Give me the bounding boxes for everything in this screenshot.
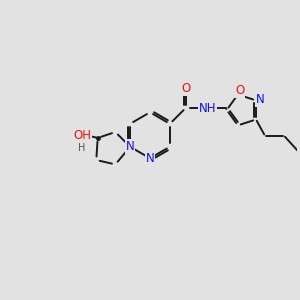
Text: H: H [78,143,85,153]
Text: OH: OH [74,129,92,142]
Text: O: O [235,84,244,97]
Text: N: N [146,152,154,165]
Text: N: N [256,93,265,106]
Text: N: N [126,140,134,153]
Text: O: O [182,82,191,95]
Text: NH: NH [199,102,216,115]
